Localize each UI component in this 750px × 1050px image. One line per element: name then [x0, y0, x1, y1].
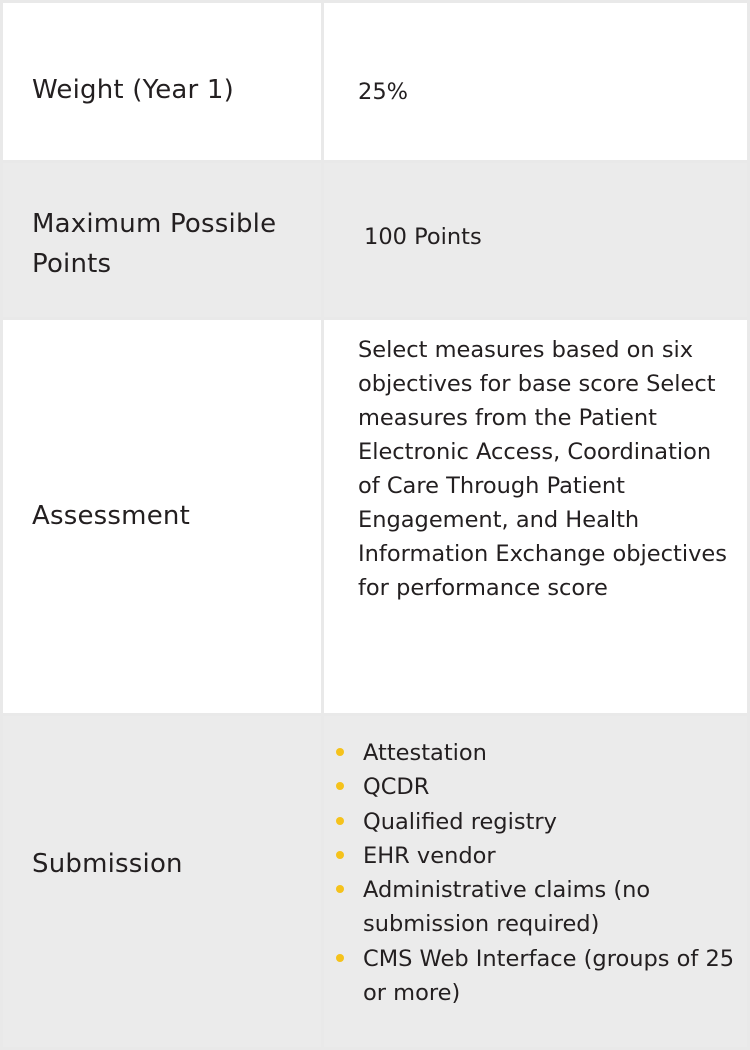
list-item: Administrative claims (no submission req… — [336, 873, 736, 942]
bullet-dot-icon — [336, 850, 344, 859]
bullet-dot-icon — [336, 885, 344, 894]
bullet-dot-icon — [336, 816, 344, 825]
list-item-text: Attestation — [363, 740, 487, 766]
assessment-label: Assessment — [32, 501, 190, 531]
value-cell: Select measures based on six objectives … — [324, 320, 747, 713]
bullet-dot-icon — [336, 748, 344, 756]
value-cell: 25% — [324, 3, 747, 160]
bullet-dot-icon — [336, 953, 344, 962]
points-value: 100 Points — [364, 224, 482, 250]
list-item-text: Qualified registry — [363, 808, 557, 835]
value-cell: 100 Points — [324, 163, 747, 317]
list-item-text: QCDR — [363, 774, 430, 801]
bullet-dot-icon — [336, 782, 344, 791]
weight-label: Weight (Year 1) — [32, 75, 234, 105]
label-cell: Submission — [3, 716, 321, 1047]
points-label: Maximum Possible Points — [32, 209, 277, 279]
submission-label: Submission — [32, 849, 183, 879]
table-row-points: Maximum Possible Points 100 Points — [3, 163, 747, 317]
table-row-submission: Submission Attestation QCDR Qualified re… — [3, 716, 747, 1047]
list-item: Attestation — [336, 736, 736, 770]
label-cell: Assessment — [3, 320, 321, 713]
table-row-assessment: Assessment Select measures based on six … — [3, 320, 747, 713]
list-item-text: CMS Web Interface (groups of 25 or more) — [363, 945, 735, 1007]
table-row-weight: Weight (Year 1) 25% — [3, 3, 747, 160]
list-item: Qualified registry — [336, 805, 736, 839]
assessment-value: Select measures based on six objectives … — [358, 337, 727, 601]
weight-value: 25% — [358, 79, 409, 105]
list-item-text: EHR vendor — [363, 842, 496, 869]
list-item-text: Administrative claims (no submission req… — [363, 877, 651, 938]
value-cell: Attestation QCDR Qualified registry EHR … — [324, 716, 747, 1047]
list-item: EHR vendor — [336, 839, 736, 873]
label-cell: Weight (Year 1) — [3, 3, 321, 160]
submission-list: Attestation QCDR Qualified registry EHR … — [336, 736, 736, 1010]
list-item: CMS Web Interface (groups of 25 or more) — [336, 942, 736, 1011]
label-cell: Maximum Possible Points — [3, 163, 321, 317]
list-item: QCDR — [336, 770, 736, 804]
